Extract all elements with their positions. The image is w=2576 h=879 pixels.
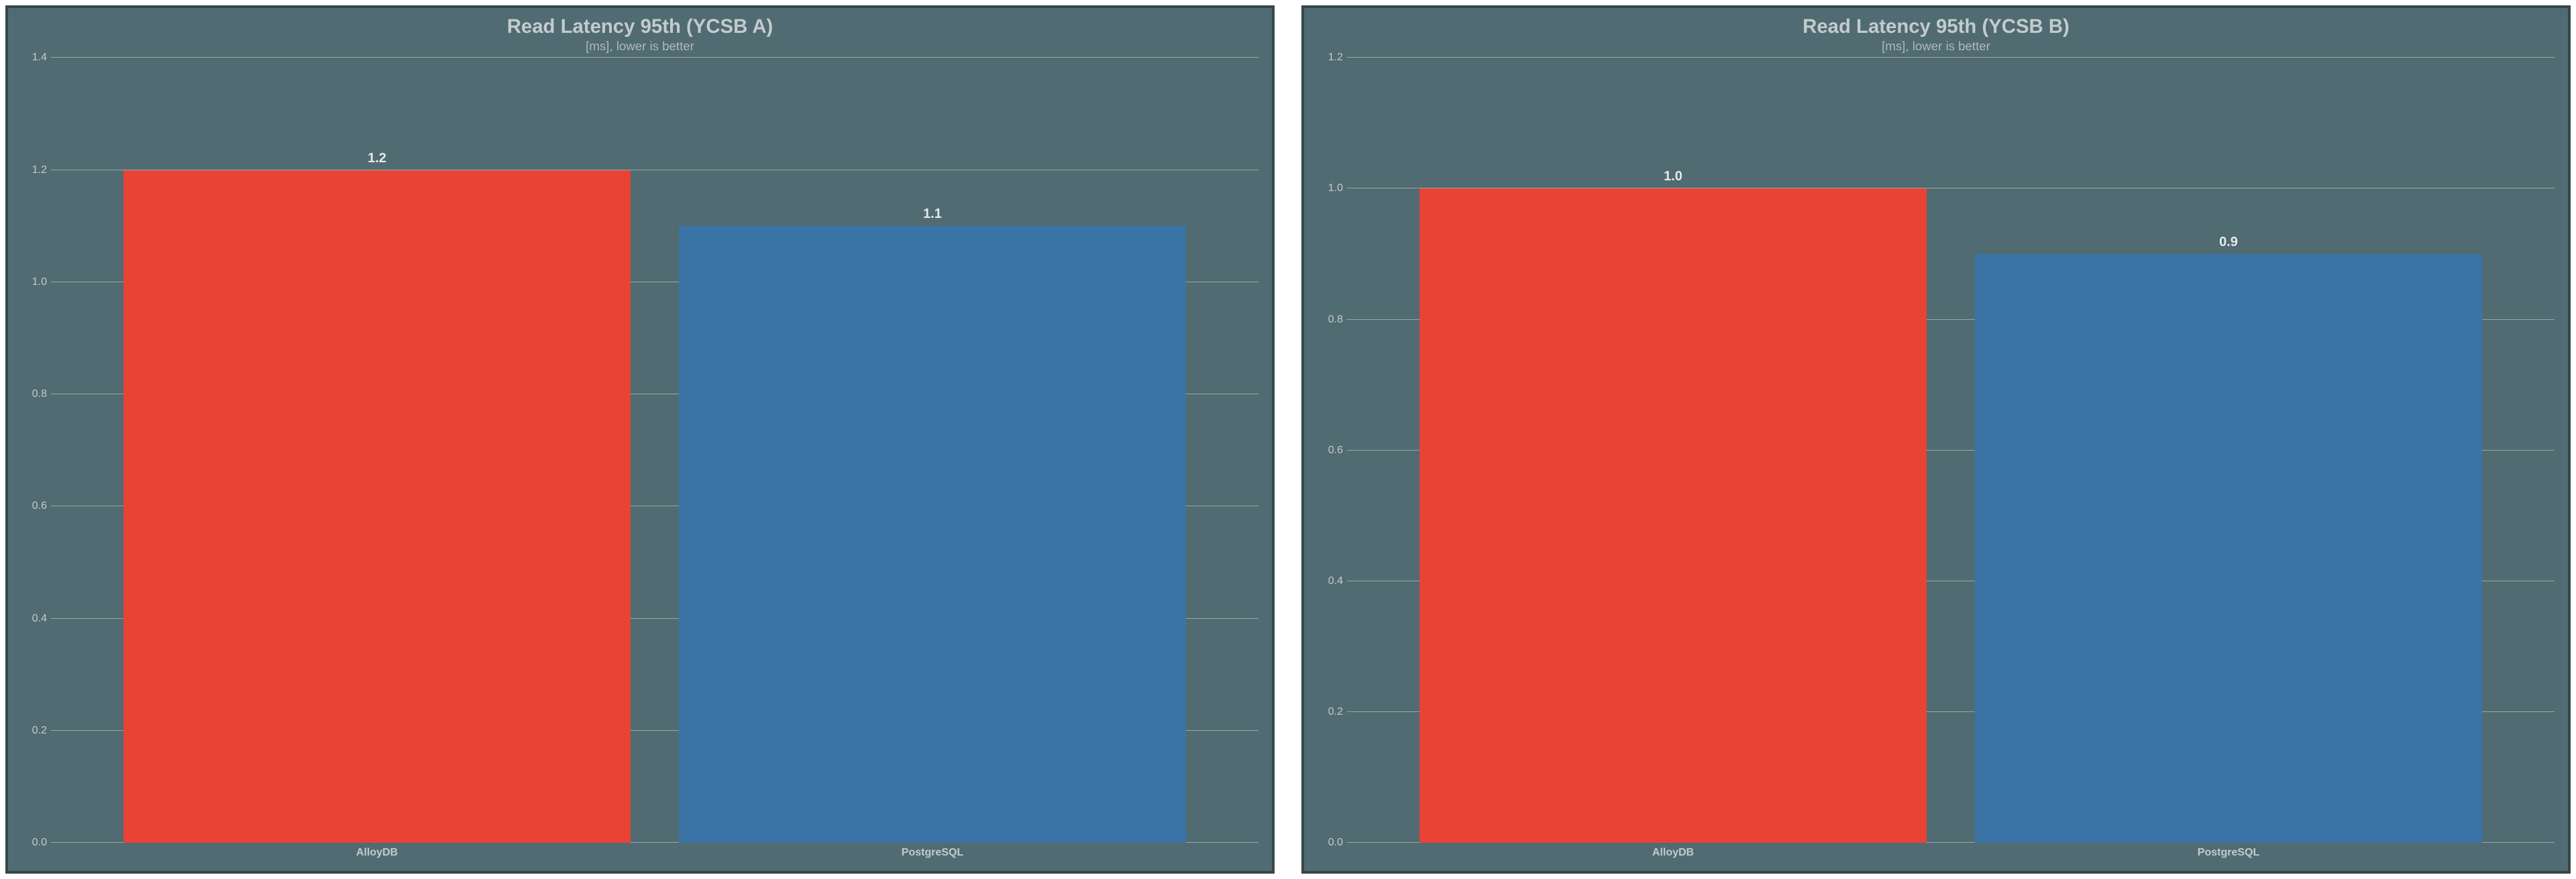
chart-subtitle: [ms], lower is better	[1318, 39, 2555, 54]
bar-value-label: 0.9	[1975, 235, 2482, 250]
bar-postgresql: 0.9	[1975, 254, 2482, 843]
y-tick-label: 1.4	[32, 52, 47, 64]
y-tick-label: 1.2	[1328, 52, 1343, 64]
plot-area: 1.0 0.9	[1347, 58, 2555, 843]
y-tick-label: 1.2	[32, 164, 47, 176]
y-tick-label: 0.2	[1328, 706, 1343, 718]
chart-panel-ycsb-b: Read Latency 95th (YCSB B) [ms], lower i…	[1301, 5, 2571, 874]
x-axis-label: AlloyDB	[356, 847, 398, 859]
x-axis-label: PostgreSQL	[2198, 847, 2259, 859]
chart-title: Read Latency 95th (YCSB A)	[21, 16, 1258, 38]
gridline	[1347, 57, 2555, 58]
y-tick-label: 0.6	[1328, 445, 1343, 457]
y-tick-label: 0.4	[32, 613, 47, 625]
bar-alloydb: 1.0	[1419, 188, 1927, 843]
chart-title: Read Latency 95th (YCSB B)	[1318, 16, 2555, 38]
chart-area: 0.0 0.2 0.4 0.6 0.8 1.0 1.2	[1318, 58, 2555, 843]
y-tick-label: 0.6	[32, 500, 47, 512]
y-tick-label: 1.0	[1328, 182, 1343, 194]
plot-area: 1.2 1.1	[51, 58, 1258, 843]
y-axis: 0.0 0.2 0.4 0.6 0.8 1.0 1.2 1.4	[21, 58, 51, 843]
x-axis: AlloyDB PostgreSQL	[51, 843, 1258, 862]
y-tick-label: 0.4	[1328, 575, 1343, 587]
gridline	[51, 57, 1258, 58]
y-tick-label: 0.8	[32, 388, 47, 400]
y-axis: 0.0 0.2 0.4 0.6 0.8 1.0 1.2	[1318, 58, 1347, 843]
chart-panel-ycsb-a: Read Latency 95th (YCSB A) [ms], lower i…	[5, 5, 1275, 874]
x-axis-label: AlloyDB	[1652, 847, 1694, 859]
charts-container: Read Latency 95th (YCSB A) [ms], lower i…	[0, 0, 2576, 879]
y-tick-label: 0.0	[32, 837, 47, 849]
bar-value-label: 1.0	[1419, 169, 1927, 184]
y-tick-label: 1.0	[32, 276, 47, 288]
bar-postgresql: 1.1	[679, 226, 1186, 843]
x-axis-label: PostgreSQL	[902, 847, 963, 859]
chart-panel-inner: Read Latency 95th (YCSB A) [ms], lower i…	[5, 5, 1275, 874]
y-tick-label: 0.2	[32, 725, 47, 737]
chart-area: 0.0 0.2 0.4 0.6 0.8 1.0 1.2 1.4	[21, 58, 1258, 843]
bar-value-label: 1.1	[679, 207, 1186, 222]
y-tick-label: 0.0	[1328, 837, 1343, 849]
x-axis: AlloyDB PostgreSQL	[1347, 843, 2555, 862]
y-tick-label: 0.8	[1328, 314, 1343, 326]
chart-subtitle: [ms], lower is better	[21, 39, 1258, 54]
bar-value-label: 1.2	[123, 151, 631, 166]
chart-panel-inner: Read Latency 95th (YCSB B) [ms], lower i…	[1301, 5, 2571, 874]
bar-alloydb: 1.2	[123, 170, 631, 843]
